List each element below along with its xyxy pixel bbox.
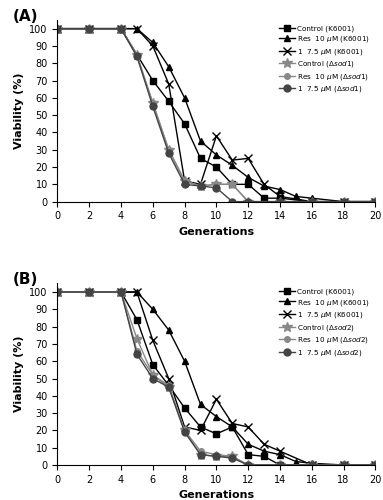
Text: (B): (B) [13, 272, 38, 287]
Text: (A): (A) [13, 9, 38, 24]
Legend: Control (K6001), Res  10 $\mu$M (K6001), 1  7.5 $\mu$M (K6001), Control ($\it{\D: Control (K6001), Res 10 $\mu$M (K6001), … [277, 24, 372, 96]
Legend: Control (K6001), Res  10 $\mu$M (K6001), 1  7.5 $\mu$M (K6001), Control ($\it{\D: Control (K6001), Res 10 $\mu$M (K6001), … [277, 287, 372, 359]
X-axis label: Generations: Generations [178, 490, 254, 500]
X-axis label: Generations: Generations [178, 227, 254, 237]
Y-axis label: Viability (%): Viability (%) [14, 336, 24, 412]
Y-axis label: Viability (%): Viability (%) [14, 72, 24, 149]
